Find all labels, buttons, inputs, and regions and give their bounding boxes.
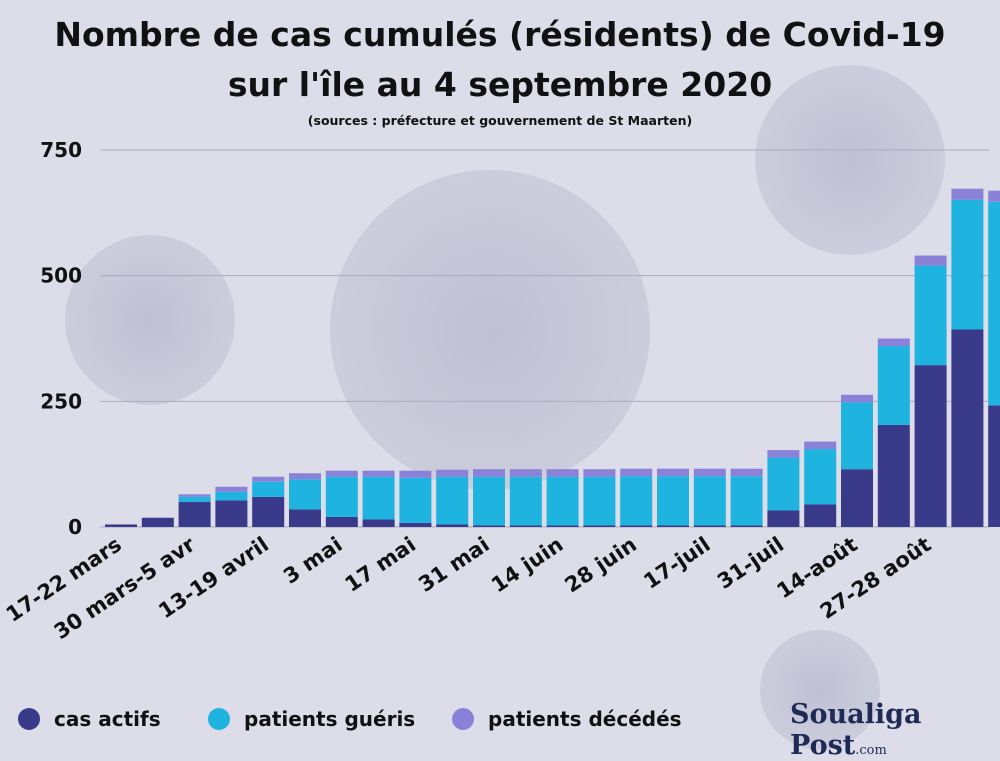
bar-segment-recovered xyxy=(362,476,395,520)
legend-item-active: cas actifs xyxy=(18,702,161,736)
x-tick-label: 3 mai xyxy=(279,532,346,588)
bar-segment-active xyxy=(399,522,432,527)
x-tick-label: 31 mai xyxy=(414,532,494,597)
bar-segment-recovered xyxy=(841,402,873,470)
bar-segment-recovered xyxy=(178,496,211,502)
publisher-logo: Soualiga Post.com xyxy=(790,699,1000,761)
bar-segment-deceased xyxy=(804,441,837,450)
bar-segment-deceased xyxy=(951,188,984,200)
legend-item-deceased: patients décédés xyxy=(452,702,682,736)
bar-segment-active xyxy=(436,524,469,527)
bar-segment-deceased xyxy=(252,476,285,482)
legend-swatch-deceased xyxy=(452,708,474,730)
legend-label-deceased: patients décédés xyxy=(488,707,682,731)
bar-segment-deceased xyxy=(730,468,763,477)
bar-segment-deceased xyxy=(583,469,616,477)
chart-title-line2: sur l'île au 4 septembre 2020 xyxy=(227,65,773,104)
y-tick-label: 500 xyxy=(40,264,82,288)
bar-segment-deceased xyxy=(215,486,248,492)
bar-segment-recovered xyxy=(657,476,689,526)
y-tick-label: 250 xyxy=(40,389,82,413)
bar-segment-recovered xyxy=(693,476,726,526)
bar-segment-active xyxy=(105,524,137,527)
bar-segment-active xyxy=(951,329,984,527)
bar-segment-active xyxy=(178,501,211,527)
bar-segment-recovered xyxy=(399,477,432,523)
bar-segment-recovered xyxy=(951,199,984,330)
legend-swatch-active xyxy=(18,708,40,730)
bar-segment-recovered xyxy=(804,449,837,505)
bar-segment-active xyxy=(252,496,285,527)
bar-segment-deceased xyxy=(693,468,726,477)
bar-segment-deceased xyxy=(178,494,211,497)
bar-segment-deceased xyxy=(620,468,653,477)
bar-segment-deceased xyxy=(473,469,505,477)
y-tick-label: 750 xyxy=(40,138,82,162)
x-tick-label: 28 juin xyxy=(561,532,641,597)
bar-segment-recovered xyxy=(730,476,763,526)
legend-label-active: cas actifs xyxy=(54,707,161,731)
bar-segment-active xyxy=(289,509,321,527)
bar-segment-deceased xyxy=(877,338,910,347)
bar-segment-recovered xyxy=(436,476,469,525)
virus-illustration xyxy=(65,65,945,750)
bar-segment-active xyxy=(841,469,873,527)
y-tick-label: 0 xyxy=(68,515,82,539)
bar-segment-deceased xyxy=(767,450,800,458)
bar-segment-recovered xyxy=(767,457,800,511)
bar-segment-active xyxy=(877,424,910,527)
x-tick-label: 14 juin xyxy=(487,532,567,597)
bar-segment-recovered xyxy=(215,491,248,501)
bar-segment-recovered xyxy=(620,476,653,526)
bar-segment-deceased xyxy=(289,473,321,480)
legend-label-recovered: patients guéris xyxy=(244,707,416,731)
bar-segment-active xyxy=(141,517,174,527)
bar-segment-deceased xyxy=(841,394,873,403)
bar-segment-recovered xyxy=(988,201,1000,406)
legend-item-recovered: patients guéris xyxy=(208,702,415,736)
bar-segment-deceased xyxy=(657,468,689,477)
bar-segment-active xyxy=(583,525,616,527)
bar-segment-active xyxy=(804,504,837,527)
bar-segment-active xyxy=(914,365,947,527)
bar-segment-active xyxy=(546,525,579,527)
bar-segment-active xyxy=(473,525,505,527)
bar-segment-deceased xyxy=(399,470,432,478)
bar-segment-recovered xyxy=(252,481,285,497)
bar-segment-deceased xyxy=(141,517,174,518)
bar-segment-recovered xyxy=(546,476,579,526)
bar-segment-recovered xyxy=(583,476,616,526)
bar-segment-active xyxy=(657,525,689,527)
bar-segment-active xyxy=(767,510,800,527)
chart-title-line1: Nombre de cas cumulés (résidents) de Cov… xyxy=(54,15,946,54)
x-tick-label: 17-juil xyxy=(639,532,714,594)
bar-segment-deceased xyxy=(325,470,358,477)
bar-segment-active xyxy=(693,525,726,527)
legend-swatch-recovered xyxy=(208,708,230,730)
bar-segment-active xyxy=(215,500,248,527)
bar-segment-deceased xyxy=(436,469,469,477)
bar-segment-recovered xyxy=(914,265,947,366)
x-tick-label: 17 mai xyxy=(341,532,421,597)
bar-segment-active xyxy=(988,405,1000,527)
bar-segment-recovered xyxy=(509,476,542,526)
bar-segment-deceased xyxy=(988,190,1000,202)
bar-segment-recovered xyxy=(289,479,321,510)
bar-segment-deceased xyxy=(362,470,395,477)
bar-segment-recovered xyxy=(473,476,505,526)
bar-segment-active xyxy=(620,525,653,527)
bar-segment-recovered xyxy=(325,476,358,517)
bar-segment-active xyxy=(730,525,763,527)
bar-segment-deceased xyxy=(509,469,542,477)
bar-segment-deceased xyxy=(914,255,947,266)
logo-suffix: .com xyxy=(855,743,887,758)
bar-segment-active xyxy=(325,516,358,527)
bar-segment-active xyxy=(509,525,542,527)
chart-subtitle: (sources : préfecture et gouvernement de… xyxy=(307,113,693,128)
bar-segment-deceased xyxy=(546,469,579,477)
bar-segment-recovered xyxy=(877,346,910,425)
bar-segment-active xyxy=(362,519,395,527)
